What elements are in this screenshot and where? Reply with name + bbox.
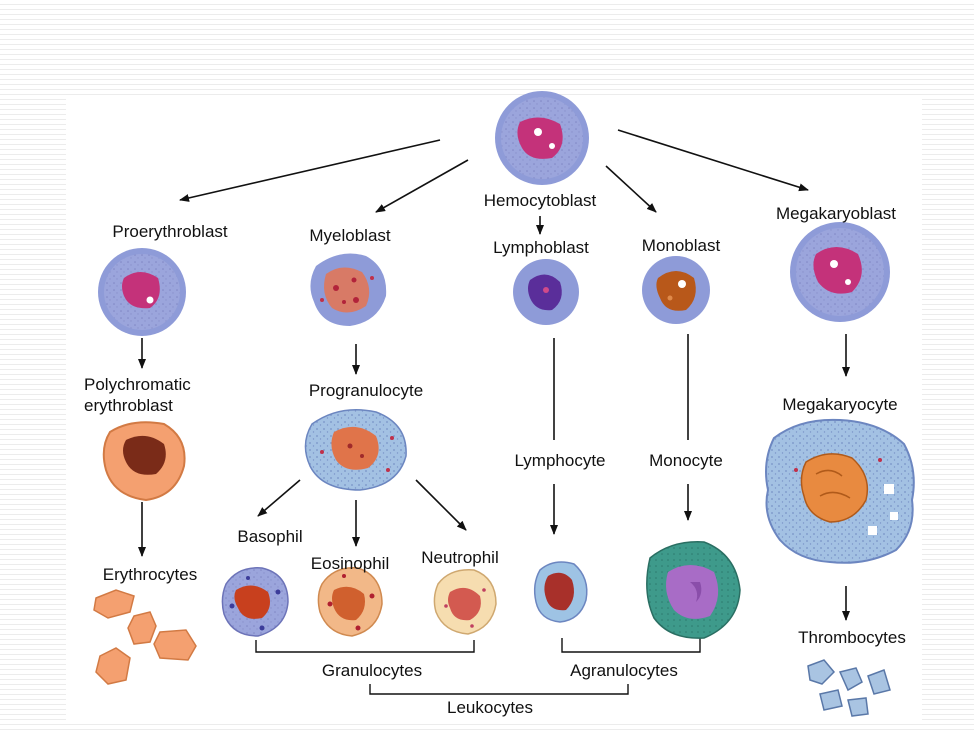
- thrombocytes-cells: [807, 659, 891, 717]
- label-progranulocyte: Progranulocyte: [308, 381, 424, 400]
- eosinophil-cell: [317, 567, 383, 637]
- label-thrombocytes: Thrombocytes: [798, 628, 906, 647]
- label-proerythroblast: Proerythroblast: [112, 222, 228, 241]
- label-monoblast: Monoblast: [641, 236, 721, 255]
- monoblast-cell: [642, 256, 710, 324]
- megakaryoblast-cell: [790, 222, 890, 322]
- monocyte-cell: [646, 541, 741, 639]
- megakaryocyte-cell: [765, 418, 915, 564]
- label-polychromatic-line1: Polychromatic: [84, 375, 191, 394]
- label-megakaryoblast: Megakaryoblast: [775, 204, 897, 223]
- diagram-panel: [66, 96, 922, 721]
- label-leukocytes: Leukocytes: [447, 698, 533, 717]
- granulocytes-bracket: [255, 640, 475, 653]
- myeloblast-cell: [310, 253, 387, 326]
- hemocytoblast-cell: [495, 91, 589, 185]
- basophil-cell: [221, 567, 289, 637]
- label-polychromatic-line2: erythroblast: [84, 396, 173, 415]
- brackets: [255, 638, 701, 695]
- agranulocytes-bracket: [561, 638, 701, 653]
- arrow-to-monoblast: [605, 165, 657, 213]
- label-megakaryocyte: Megakaryocyte: [782, 395, 898, 414]
- leukocytes-bracket: [369, 684, 629, 695]
- polychromatic-erythroblast-cell: [102, 421, 186, 502]
- label-lymphoblast: Lymphoblast: [493, 238, 589, 257]
- label-eosinophil: Eosinophil: [310, 554, 390, 573]
- label-monocyte: Monocyte: [649, 451, 723, 470]
- erythrocytes-cells: [93, 589, 197, 685]
- lymphoblast-cell: [513, 259, 579, 325]
- arrows: [138, 129, 850, 621]
- progranulocyte-cell: [304, 409, 407, 491]
- label-lymphocyte: Lymphocyte: [514, 451, 606, 470]
- label-basophil: Basophil: [237, 527, 303, 546]
- label-neutrophil: Neutrophil: [421, 548, 499, 567]
- label-myeloblast: Myeloblast: [309, 226, 391, 245]
- label-hemocytoblast: Hemocytoblast: [483, 191, 597, 210]
- label-agranulocytes: Agranulocytes: [570, 661, 678, 680]
- arrow-to-neutrophil: [415, 479, 467, 531]
- neutrophil-cell: [433, 569, 497, 635]
- lymphocyte-cell: [533, 561, 588, 623]
- arrow-to-proerythroblast: [179, 139, 441, 202]
- label-erythrocytes: Erythrocytes: [102, 565, 198, 584]
- arrow-to-megakaryoblast: [617, 129, 809, 192]
- arrow-to-basophil: [257, 479, 301, 517]
- label-granulocytes: Granulocytes: [321, 661, 423, 680]
- proerythroblast-cell: [98, 248, 186, 336]
- arrow-to-myeloblast: [375, 159, 469, 213]
